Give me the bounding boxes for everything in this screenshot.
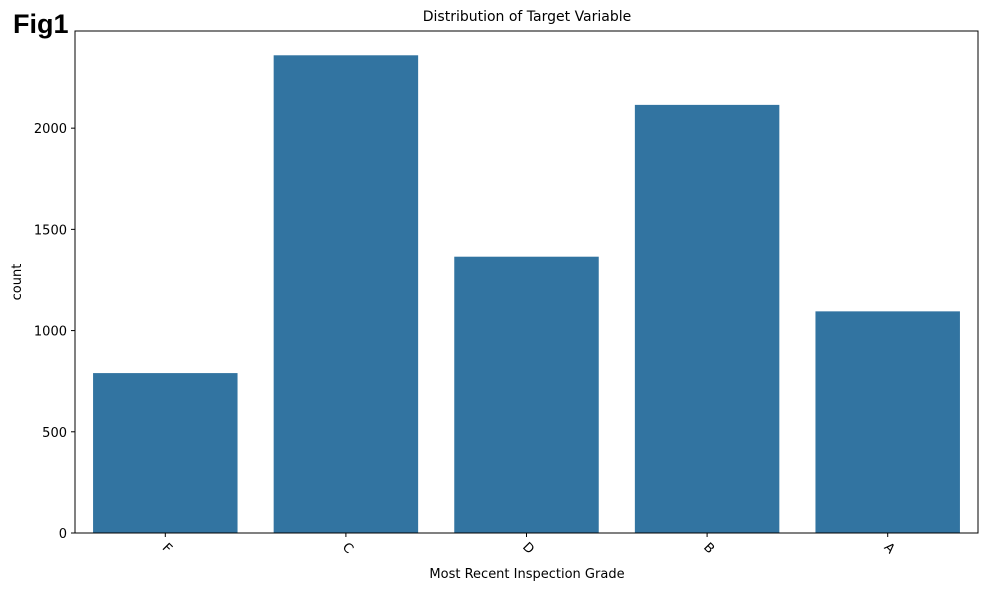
bar-f	[93, 373, 238, 533]
bar-d	[454, 256, 599, 533]
x-axis-label: Most Recent Inspection Grade	[429, 567, 624, 582]
x-tick-label-b: B	[700, 540, 717, 557]
bar-b	[634, 104, 780, 533]
y-tick-label-1500: 1500	[34, 223, 67, 238]
y-axis: 0 500 1000 1500 2000	[34, 122, 75, 542]
x-tick-label-d: D	[519, 540, 537, 558]
x-tick-label-c: C	[339, 540, 356, 557]
y-tick-label-500: 500	[42, 426, 67, 441]
plot-frame	[74, 30, 979, 534]
y-tick-label-2000: 2000	[34, 122, 67, 137]
y-tick-label-1000: 1000	[34, 325, 67, 340]
figure-label: Fig1	[13, 9, 69, 39]
x-tick-label-f: F	[159, 541, 175, 557]
chart-title: Distribution of Target Variable	[423, 9, 632, 25]
bar-a	[815, 311, 960, 533]
bar-c	[273, 55, 419, 533]
y-tick-label-0: 0	[59, 527, 67, 542]
y-axis-label: count	[10, 264, 25, 301]
bars-group	[93, 55, 960, 533]
x-tick-label-a: A	[881, 540, 898, 557]
